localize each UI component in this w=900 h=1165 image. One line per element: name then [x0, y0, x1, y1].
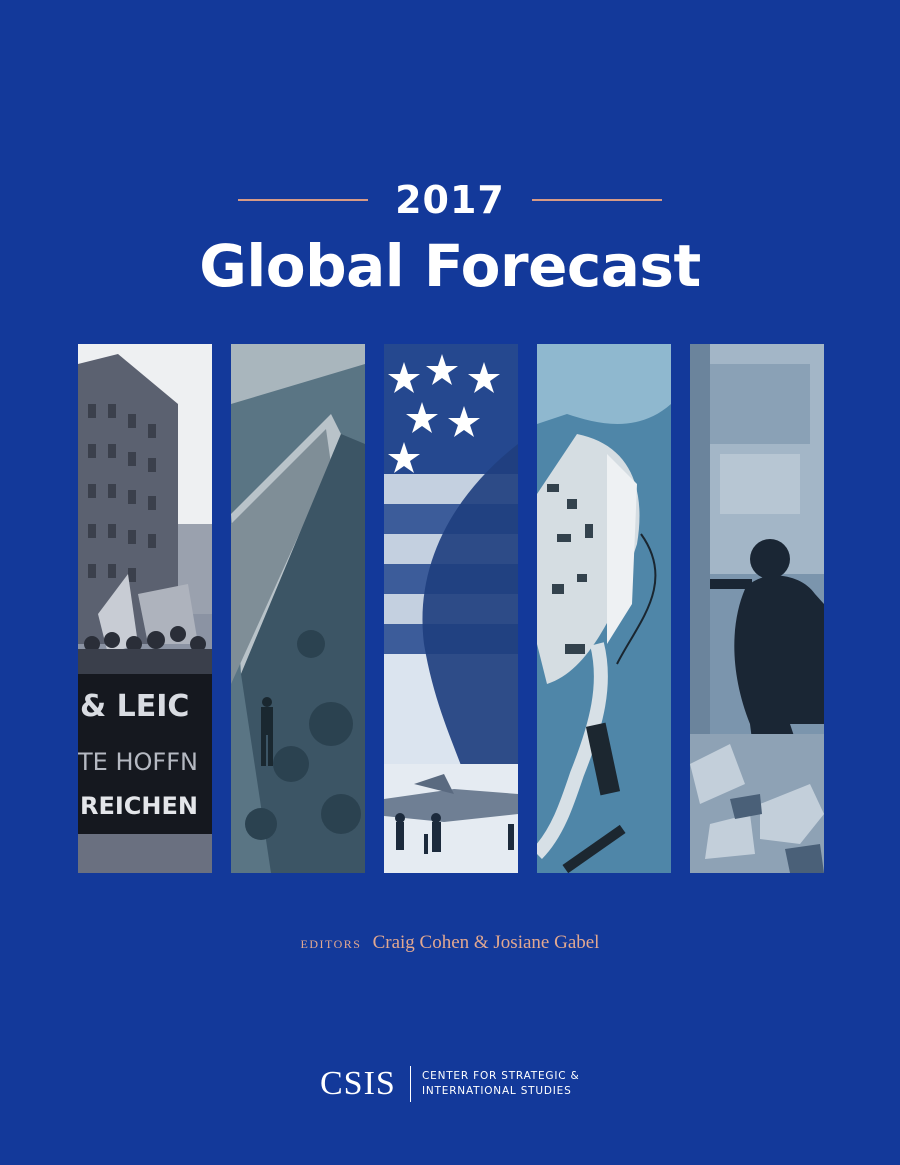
decorative-rule-left	[238, 199, 368, 201]
csis-logo-line-1: Center for Strategic &	[422, 1070, 580, 1082]
banner-text-line-1: & LEIC	[80, 689, 189, 724]
man-in-rubble-photo	[690, 344, 824, 873]
aerial-island-construction-photo	[537, 344, 671, 873]
csis-logo: CSIS Center for Strategic & Internationa…	[0, 1064, 900, 1104]
banner-text-line-3: REICHEN	[80, 792, 198, 820]
editors-label: editors	[300, 937, 362, 951]
decorative-rule-right	[532, 199, 662, 201]
csis-logo-text: Center for Strategic & International Stu…	[422, 1069, 580, 1099]
report-year: 2017	[395, 178, 505, 222]
protest-march-photo: & LEIC TE HOFFN REICHEN	[78, 344, 212, 873]
editors-line: editors Craig Cohen & Josiane Gabel	[0, 932, 900, 954]
csis-logo-mark: CSIS	[320, 1065, 396, 1102]
report-title: Global Forecast	[199, 232, 701, 300]
csis-logo-line-2: International Studies	[422, 1085, 572, 1097]
border-wall-photo	[231, 344, 365, 873]
year-row: 2017	[0, 172, 900, 228]
logo-divider	[410, 1066, 411, 1102]
editors-names: Craig Cohen & Josiane Gabel	[372, 932, 600, 953]
american-flag-fighter-jet-photo	[384, 344, 518, 873]
banner-text-line-2: TE HOFFN	[78, 748, 198, 776]
